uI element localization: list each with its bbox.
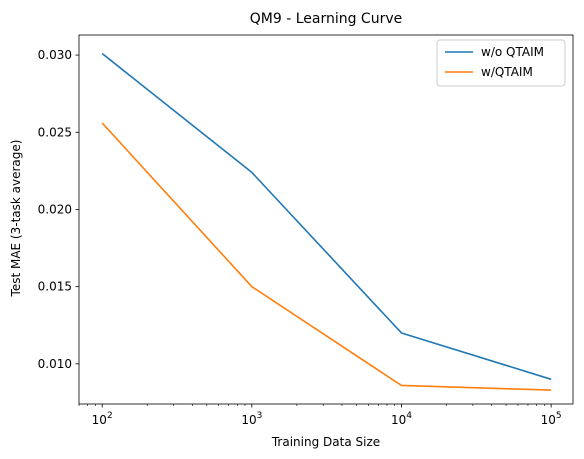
legend: w/o QTAIM w/QTAIM [436,39,566,87]
series-line-2 [101,122,552,391]
y-axis-label: Test MAE (3-task average) [9,140,23,298]
legend-label: w/o QTAIM [481,45,544,59]
chart-title: QM9 - Learning Curve [250,11,403,27]
x-tick-label-base: 10 [92,413,107,427]
x-tick-label-exponent: 5 [556,411,562,421]
x-tick-label-base: 10 [241,413,256,427]
x-tick-label-exponent: 3 [257,411,263,421]
y-tick-label: 0.025 [38,125,72,139]
series-line-1 [101,52,552,381]
x-tick-label: 104 [391,411,412,427]
x-tick-label-exponent: 2 [107,411,113,421]
legend-label: w/QTAIM [481,65,533,79]
y-tick-label: 0.010 [38,357,72,371]
y-tick-label: 0.030 [38,48,72,62]
axes-frame [78,34,574,405]
x-tick-label: 103 [241,411,262,427]
x-tick-label: 102 [92,411,113,427]
x-tick-label-base: 10 [541,413,556,427]
y-tick-label: 0.020 [38,202,72,216]
x-axis-label: Training Data Size [271,435,380,449]
x-tick-label-base: 10 [391,413,406,427]
x-tick-label: 105 [541,411,562,427]
y-tick-label: 0.015 [38,280,72,294]
x-tick-label-exponent: 4 [406,411,412,421]
